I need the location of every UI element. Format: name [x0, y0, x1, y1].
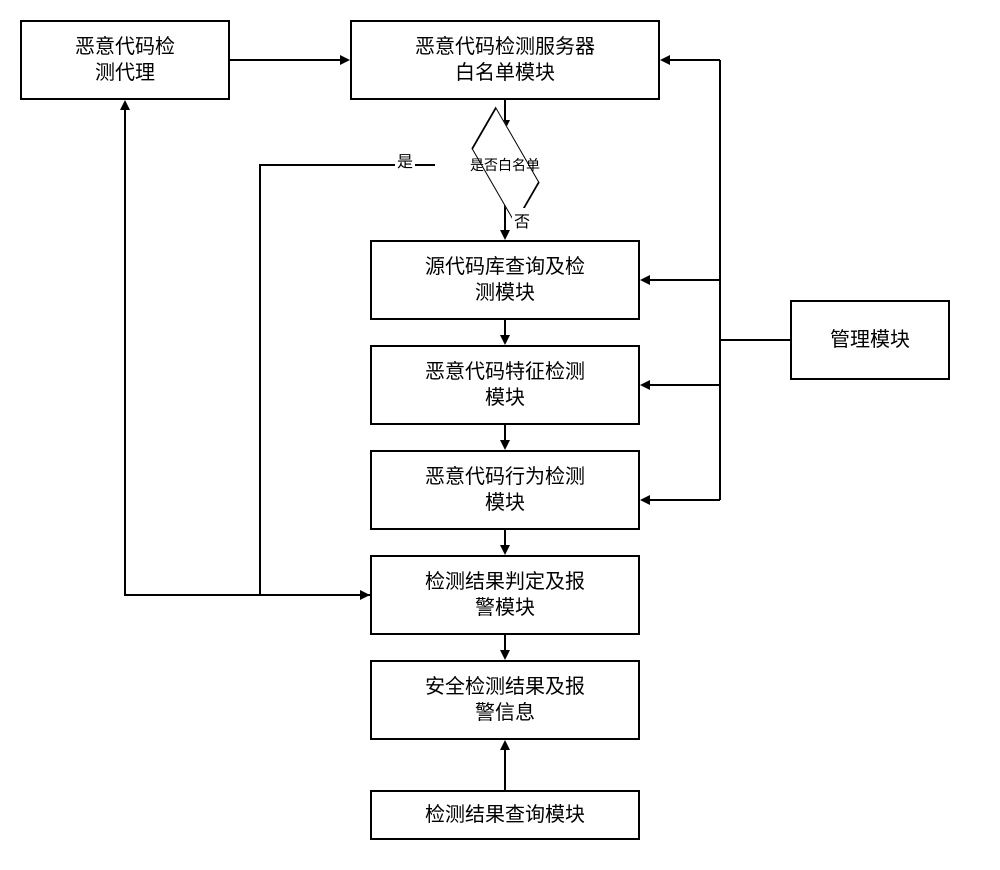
flowchart-canvas: 恶意代码检测代理 恶意代码检测服务器白名单模块 是否白名单 源代码库查询及检测模…: [0, 0, 1000, 870]
node-result: 检测结果判定及报警模块: [370, 555, 640, 635]
node-whitelist-label: 恶意代码检测服务器白名单模块: [415, 34, 595, 86]
edge-label-no: 否: [512, 208, 532, 232]
node-source: 源代码库查询及检测模块: [370, 240, 640, 320]
node-agent: 恶意代码检测代理: [20, 20, 230, 100]
node-alert-label: 安全检测结果及报警信息: [425, 674, 585, 726]
node-query: 检测结果查询模块: [370, 790, 640, 840]
node-behavior-label: 恶意代码行为检测模块: [425, 464, 585, 516]
node-feature-label: 恶意代码特征检测模块: [425, 359, 585, 411]
node-source-label: 源代码库查询及检测模块: [425, 254, 585, 306]
node-feature: 恶意代码特征检测模块: [370, 345, 640, 425]
node-management-label: 管理模块: [830, 327, 910, 353]
node-alert: 安全检测结果及报警信息: [370, 660, 640, 740]
node-query-label: 检测结果查询模块: [425, 802, 585, 828]
node-result-label: 检测结果判定及报警模块: [425, 569, 585, 621]
node-decision: 是否白名单: [435, 130, 575, 200]
node-management: 管理模块: [790, 300, 950, 380]
node-whitelist: 恶意代码检测服务器白名单模块: [350, 20, 660, 100]
edge-label-yes: 是: [395, 148, 415, 172]
node-decision-label: 是否白名单: [470, 155, 540, 175]
node-agent-label: 恶意代码检测代理: [75, 34, 175, 86]
node-behavior: 恶意代码行为检测模块: [370, 450, 640, 530]
